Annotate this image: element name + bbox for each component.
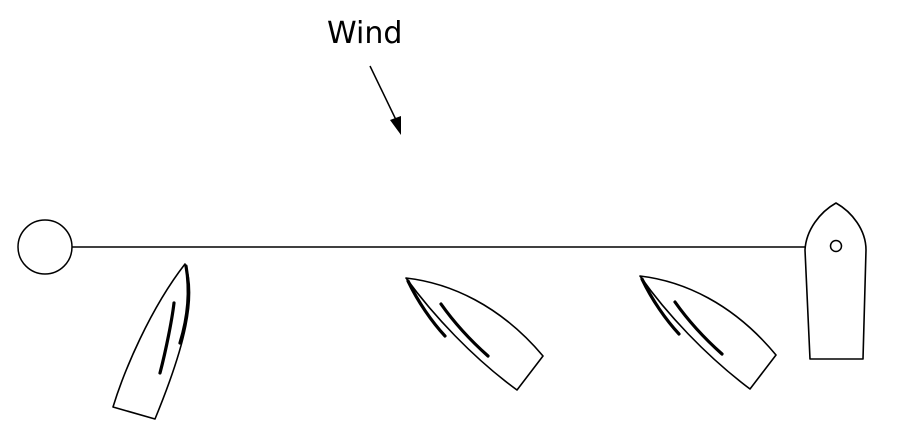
sailboat-1: [112, 263, 191, 420]
committee-boat: [804, 202, 867, 360]
sailboat-3-jib: [673, 300, 724, 356]
wind-label: Wind: [327, 16, 402, 51]
sailboat-1-sail: [178, 264, 190, 345]
sailboat-3-sail: [640, 277, 681, 336]
wind-arrow: [369, 65, 401, 135]
sailboat-1-jib: [158, 301, 176, 375]
committee-boat-mast-icon: [829, 239, 843, 253]
sailboat-2: [405, 277, 544, 391]
sailboat-2-jib: [439, 302, 490, 358]
sailboat-2-sail: [406, 279, 447, 338]
pin-end-mark: [17, 219, 73, 275]
sailboat-3: [639, 275, 777, 390]
